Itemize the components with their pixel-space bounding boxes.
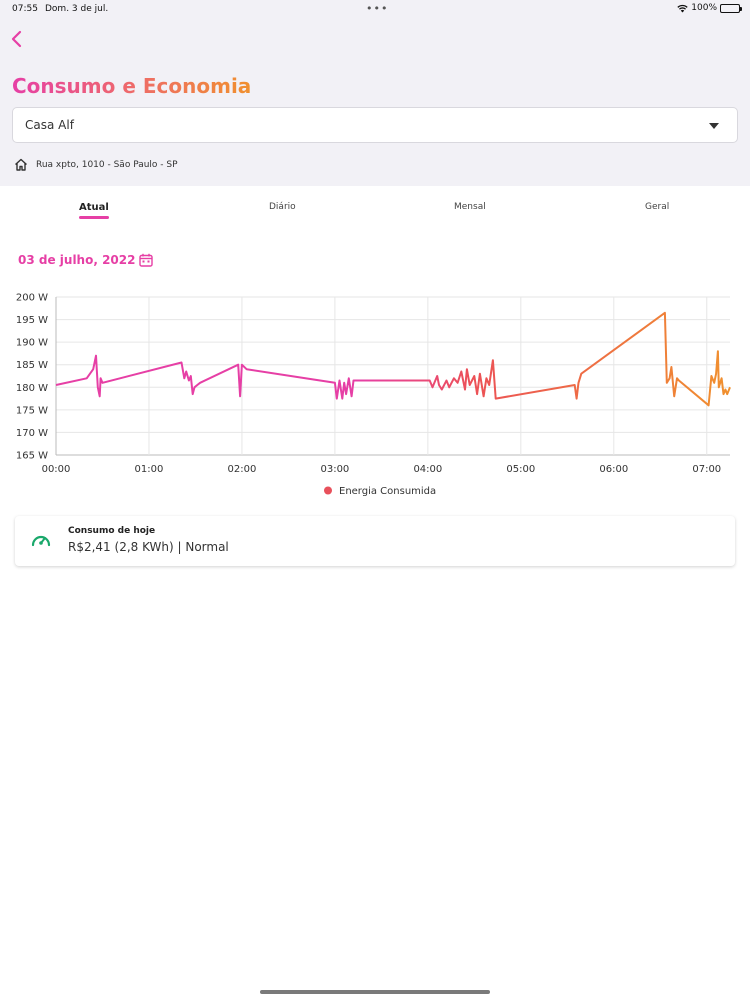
y-tick-label: 165 W	[16, 451, 48, 462]
location-select[interactable]: Casa Alf	[12, 107, 738, 143]
legend-marker	[324, 486, 332, 495]
battery-icon	[720, 3, 742, 13]
battery-percentage: 100%	[691, 3, 717, 13]
status-time: 07:55	[12, 4, 38, 14]
status-bar: 07:55 Dom. 3 de jul. ••• 100%	[0, 0, 750, 18]
address-text: Rua xpto, 1010 - São Paulo - SP	[36, 159, 178, 170]
home-indicator[interactable]	[260, 990, 490, 994]
y-tick-label: 170 W	[16, 428, 48, 439]
y-tick-label: 180 W	[16, 383, 48, 394]
x-tick-label: 07:00	[692, 464, 721, 475]
x-tick-label: 02:00	[228, 464, 257, 475]
gauge-icon	[31, 535, 51, 547]
chevron-left-icon	[11, 30, 22, 48]
y-tick-label: 200 W	[16, 293, 48, 304]
x-tick-label: 01:00	[135, 464, 164, 475]
multitasking-dots-icon[interactable]: •••	[366, 2, 389, 15]
address-row: Rua xpto, 1010 - São Paulo - SP	[14, 158, 178, 171]
series-line-energia-consumida	[55, 311, 731, 407]
x-tick-label: 06:00	[599, 464, 628, 475]
active-tab-indicator	[79, 216, 109, 219]
y-tick-label: 190 W	[16, 338, 48, 349]
date-selector[interactable]: 03 de julho, 2022	[18, 253, 154, 267]
calendar-icon	[139, 253, 154, 267]
line-chart: 165 W 170 W 175 W 180 W 185 W 190 W 195 W 200 W…	[16, 293, 731, 497]
page-title: Consumo e Economia	[12, 74, 252, 98]
header: Consumo e Economia Casa Alf Rua xpto, 10…	[0, 18, 750, 186]
tab-atual[interactable]: Atual	[79, 202, 109, 213]
status-indicators: 100%	[677, 3, 742, 13]
date-label: 03 de julho, 2022	[18, 253, 136, 267]
dropdown-arrow-icon	[709, 123, 719, 129]
x-tick-label: 00:00	[42, 464, 71, 475]
home-icon	[15, 158, 27, 171]
x-tick-label: 03:00	[320, 464, 349, 475]
back-button[interactable]	[8, 28, 28, 50]
y-tick-label: 175 W	[16, 405, 48, 416]
x-tick-label: 04:00	[413, 464, 442, 475]
period-tabs: Atual Diário Mensal Geral	[0, 186, 750, 230]
card-value: R$2,41 (2,8 KWh) | Normal	[68, 540, 229, 554]
status-date: Dom. 3 de jul.	[45, 4, 109, 14]
tab-mensal[interactable]: Mensal	[454, 202, 486, 212]
y-tick-label: 185 W	[16, 360, 48, 371]
x-tick-label: 05:00	[506, 464, 535, 475]
tab-diario[interactable]: Diário	[269, 202, 296, 212]
consumption-chart: 165 W 170 W 175 W 180 W 185 W 190 W 195 W 200 W…	[0, 285, 750, 505]
legend-label: Energia Consumida	[339, 486, 436, 497]
tab-geral[interactable]: Geral	[645, 202, 670, 212]
location-select-value: Casa Alf	[25, 118, 74, 132]
consumption-summary-card[interactable]: Consumo de hoje R$2,41 (2,8 KWh) | Norma…	[15, 516, 735, 566]
y-tick-label: 195 W	[16, 315, 48, 326]
card-title: Consumo de hoje	[68, 526, 156, 536]
wifi-icon	[677, 4, 688, 12]
